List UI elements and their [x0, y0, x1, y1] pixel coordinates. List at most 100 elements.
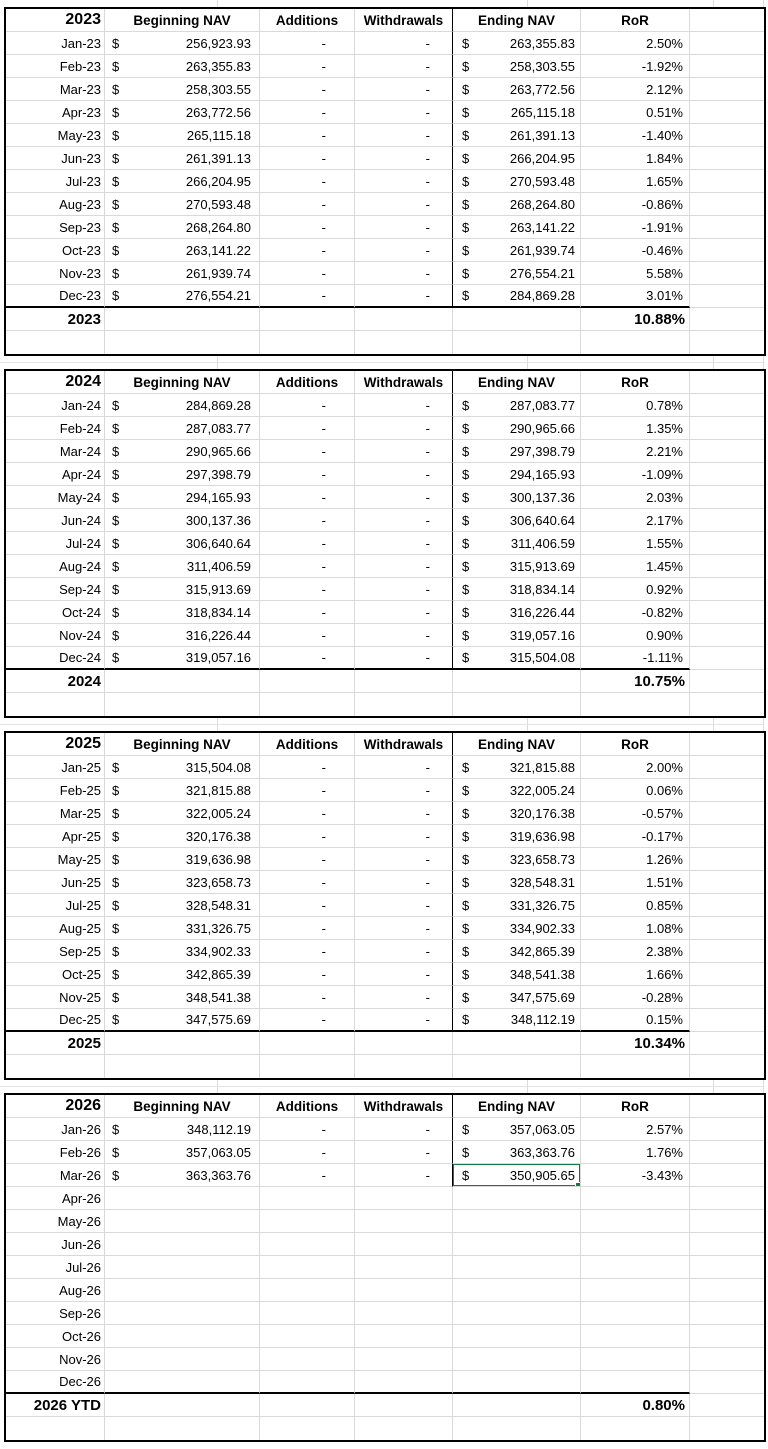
month-cell[interactable]: Dec-25	[6, 1009, 105, 1032]
ending-nav-cell[interactable]: $ 323,658.73	[452, 848, 581, 871]
ending-nav-cell[interactable]	[452, 1233, 581, 1256]
withdrawals-cell[interactable]: -	[355, 32, 452, 55]
spare-cell[interactable]	[690, 394, 764, 417]
withdrawals-cell[interactable]: -	[355, 963, 452, 986]
empty-cell[interactable]	[690, 1394, 764, 1417]
beginning-nav-cell[interactable]: $ 363,363.76	[105, 1164, 260, 1187]
empty-cell[interactable]	[105, 331, 260, 354]
spare-cell[interactable]	[690, 1233, 764, 1256]
beginning-nav-cell[interactable]: $ 334,902.33	[105, 940, 260, 963]
withdrawals-cell[interactable]: -	[355, 55, 452, 78]
ending-nav-cell[interactable]	[452, 1256, 581, 1279]
beginning-nav-cell[interactable]: $ 318,834.14	[105, 601, 260, 624]
empty-cell[interactable]	[355, 1394, 452, 1417]
beginning-nav-cell[interactable]: $ 261,391.13	[105, 147, 260, 170]
beginning-nav-cell[interactable]: $ 347,575.69	[105, 1009, 260, 1032]
ror-cell[interactable]	[581, 1279, 690, 1302]
ending-nav-cell[interactable]: $ 348,112.19	[452, 1009, 581, 1032]
month-cell[interactable]: Feb-26	[6, 1141, 105, 1164]
ror-cell[interactable]: 2.38%	[581, 940, 690, 963]
column-header-beginning-nav[interactable]: Beginning NAV	[105, 733, 260, 756]
additions-cell[interactable]	[260, 1233, 355, 1256]
ror-cell[interactable]: 0.06%	[581, 779, 690, 802]
ending-nav-cell[interactable]: $ 261,939.74	[452, 239, 581, 262]
month-cell[interactable]: Nov-23	[6, 262, 105, 285]
month-cell[interactable]: Nov-24	[6, 624, 105, 647]
ror-cell[interactable]: 2.03%	[581, 486, 690, 509]
empty-cell[interactable]	[581, 693, 690, 716]
additions-cell[interactable]: -	[260, 578, 355, 601]
spare-cell[interactable]	[690, 647, 764, 670]
ror-cell[interactable]	[581, 1371, 690, 1394]
ending-nav-cell[interactable]: $ 263,355.83	[452, 32, 581, 55]
ending-nav-cell[interactable]	[452, 1302, 581, 1325]
additions-cell[interactable]: -	[260, 779, 355, 802]
ending-nav-cell[interactable]: $ 290,965.66	[452, 417, 581, 440]
withdrawals-cell[interactable]: -	[355, 193, 452, 216]
column-header-beginning-nav[interactable]: Beginning NAV	[105, 9, 260, 32]
additions-cell[interactable]: -	[260, 963, 355, 986]
beginning-nav-cell[interactable]: $ 276,554.21	[105, 285, 260, 308]
empty-cell[interactable]	[690, 331, 764, 354]
beginning-nav-cell[interactable]: $ 321,815.88	[105, 779, 260, 802]
withdrawals-cell[interactable]	[355, 1348, 452, 1371]
ending-nav-cell[interactable]: $ 319,636.98	[452, 825, 581, 848]
ending-nav-cell[interactable]: $ 270,593.48	[452, 170, 581, 193]
spare-cell[interactable]	[690, 1187, 764, 1210]
month-cell[interactable]: Aug-23	[6, 193, 105, 216]
spare-cell[interactable]	[690, 262, 764, 285]
empty-cell[interactable]	[260, 1032, 355, 1055]
month-cell[interactable]: Dec-23	[6, 285, 105, 308]
ending-nav-cell[interactable]: $ 331,326.75	[452, 894, 581, 917]
month-cell[interactable]: Sep-23	[6, 216, 105, 239]
beginning-nav-cell[interactable]: $ 357,063.05	[105, 1141, 260, 1164]
withdrawals-cell[interactable]: -	[355, 940, 452, 963]
withdrawals-cell[interactable]: -	[355, 417, 452, 440]
withdrawals-cell[interactable]: -	[355, 894, 452, 917]
ror-cell[interactable]: 2.21%	[581, 440, 690, 463]
beginning-nav-cell[interactable]: $ 263,355.83	[105, 55, 260, 78]
column-header-ending-nav[interactable]: Ending NAV	[452, 371, 581, 394]
empty-cell[interactable]	[581, 1417, 690, 1440]
column-header-withdrawals[interactable]: Withdrawals	[355, 1095, 452, 1118]
additions-cell[interactable]: -	[260, 940, 355, 963]
additions-cell[interactable]: -	[260, 802, 355, 825]
spare-cell[interactable]	[690, 216, 764, 239]
ror-cell[interactable]: 1.76%	[581, 1141, 690, 1164]
beginning-nav-cell[interactable]	[105, 1187, 260, 1210]
ending-nav-cell[interactable]: $ 319,057.16	[452, 624, 581, 647]
withdrawals-cell[interactable]	[355, 1233, 452, 1256]
empty-cell[interactable]	[355, 308, 452, 331]
withdrawals-cell[interactable]: -	[355, 1118, 452, 1141]
spare-cell[interactable]	[690, 756, 764, 779]
ror-cell[interactable]: -3.43%	[581, 1164, 690, 1187]
beginning-nav-cell[interactable]: $ 300,137.36	[105, 509, 260, 532]
spare-cell[interactable]	[690, 1118, 764, 1141]
withdrawals-cell[interactable]	[355, 1210, 452, 1233]
ror-cell[interactable]: 5.58%	[581, 262, 690, 285]
additions-cell[interactable]: -	[260, 78, 355, 101]
empty-cell[interactable]	[690, 670, 764, 693]
spare-cell[interactable]	[690, 417, 764, 440]
month-cell[interactable]: Oct-23	[6, 239, 105, 262]
withdrawals-cell[interactable]: -	[355, 440, 452, 463]
additions-cell[interactable]: -	[260, 1118, 355, 1141]
spare-cell[interactable]	[690, 578, 764, 601]
ror-cell[interactable]: 1.45%	[581, 555, 690, 578]
additions-cell[interactable]: -	[260, 917, 355, 940]
spare-cell[interactable]	[690, 1371, 764, 1394]
month-cell[interactable]: Oct-25	[6, 963, 105, 986]
ror-cell[interactable]: 1.55%	[581, 532, 690, 555]
empty-cell[interactable]	[690, 1417, 764, 1440]
empty-cell[interactable]	[355, 1417, 452, 1440]
additions-cell[interactable]: -	[260, 124, 355, 147]
additions-cell[interactable]	[260, 1210, 355, 1233]
ror-cell[interactable]: -0.82%	[581, 601, 690, 624]
column-header-ror[interactable]: RoR	[581, 733, 690, 756]
column-header-additions[interactable]: Additions	[260, 1095, 355, 1118]
withdrawals-cell[interactable]	[355, 1187, 452, 1210]
withdrawals-cell[interactable]: -	[355, 848, 452, 871]
empty-cell[interactable]	[452, 1417, 581, 1440]
empty-cell[interactable]	[260, 1417, 355, 1440]
beginning-nav-cell[interactable]: $ 270,593.48	[105, 193, 260, 216]
